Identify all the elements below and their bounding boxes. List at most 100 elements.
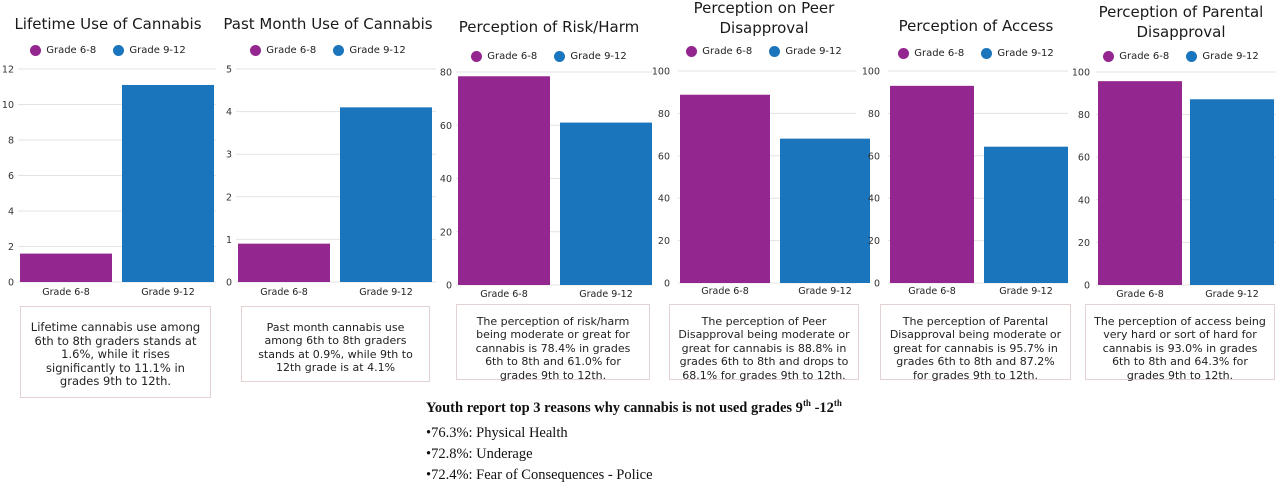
legend-swatch-grade-6-8 (250, 45, 262, 56)
legend-label: Grade 9-12 (785, 46, 842, 57)
legend-item-grade-6-8: Grade 6-8 (686, 46, 752, 57)
chart-plot: 0 20 40 60 80 100 Grade 6-8 Grade 9-12 (1072, 68, 1276, 300)
x-category-label: Grade 6-8 (908, 286, 956, 297)
chart-title: Perception on Peer Disapproval (693, 0, 835, 37)
bar-grade-6-8 (1098, 81, 1182, 285)
chart-panel-peer-disapproval: Perception on Peer Disapproval Grade 6-8… (652, 0, 870, 300)
legend-swatch-grade-9-12 (981, 48, 993, 59)
y-tick-label: 0 (446, 281, 452, 292)
chart-panel-lifetime-use: Lifetime Use of Cannabis Grade 6-8 Grade… (0, 0, 216, 300)
legend-swatch-grade-6-8 (898, 48, 910, 59)
y-tick-label: 0 (1084, 281, 1090, 292)
bar-grade-9-12 (340, 107, 432, 282)
bar-grade-9-12 (780, 138, 870, 283)
bar-grade-9-12 (1190, 99, 1274, 285)
legend-item-grade-6-8: Grade 6-8 (1103, 51, 1169, 62)
y-tick-label: 0 (226, 278, 232, 289)
bar-grade-9-12 (560, 122, 652, 286)
y-tick-label: 40 (440, 174, 452, 185)
chart-plot: 0 20 40 60 80 100 Grade 6-8 Grade 9-12 (862, 67, 1068, 297)
x-category-label: Grade 9-12 (141, 287, 195, 298)
y-tick-label: 80 (1078, 110, 1090, 121)
y-tick-label: 100 (862, 67, 880, 78)
chart-description-lifetime-use: Lifetime cannabis use among 6th to 8th g… (20, 306, 211, 398)
y-tick-label: 0 (874, 279, 880, 290)
legend-item-grade-9-12: Grade 9-12 (333, 45, 406, 56)
chart-panel-risk-harm: Perception of Risk/Harm Grade 6-8 Grade … (440, 0, 658, 300)
legend-label: Grade 9-12 (997, 48, 1054, 59)
legend-swatch-grade-9-12 (113, 45, 125, 56)
y-tick-label: 60 (658, 151, 670, 162)
reason-item: •72.8%: Underage (426, 445, 533, 462)
heading-superscript: th (833, 398, 842, 408)
legend-item-grade-9-12: Grade 9-12 (554, 51, 627, 62)
bar-grade-6-8 (238, 243, 330, 282)
legend-swatch-grade-9-12 (1186, 51, 1198, 62)
legend-label: Grade 6-8 (914, 48, 965, 59)
y-tick-label: 12 (2, 65, 14, 76)
chart-title: Lifetime Use of Cannabis (14, 15, 202, 33)
y-tick-label: 1 (226, 235, 232, 246)
y-tick-label: 4 (226, 107, 232, 118)
x-category-label: Grade 6-8 (42, 287, 90, 298)
heading-text: Youth report top 3 reasons why cannabis … (426, 399, 803, 416)
legend-item-grade-6-8: Grade 6-8 (898, 48, 964, 59)
legend-label: Grade 9-12 (1202, 51, 1259, 62)
chart-legend: Grade 6-8 Grade 9-12 (1082, 51, 1280, 65)
chart-plot: 0 1 2 3 4 5 Grade 6-8 Grade 9-12 (226, 65, 436, 298)
bar-grade-9-12 (122, 84, 214, 282)
y-tick-label: 20 (1078, 238, 1090, 249)
legend-label: Grade 9-12 (129, 45, 186, 56)
chart-panel-parental-disapproval: Perception of Parental Disapproval Grade… (1072, 0, 1280, 300)
y-tick-label: 80 (658, 109, 670, 120)
legend-item-grade-9-12: Grade 9-12 (769, 46, 842, 57)
chart-plot: 0 20 40 60 80 100 Grade 6-8 Grade 9-12 (652, 67, 870, 297)
chart-legend: Grade 6-8 Grade 9-12 (440, 51, 658, 65)
x-category-label: Grade 9-12 (579, 289, 633, 300)
chart-legend: Grade 6-8 Grade 9-12 (870, 48, 1082, 62)
chart-legend: Grade 6-8 Grade 9-12 (0, 45, 216, 59)
x-category-label: Grade 9-12 (798, 286, 852, 297)
y-tick-label: 40 (868, 194, 880, 205)
heading-text: -12 (810, 399, 834, 416)
reasons-block: Youth report top 3 reasons why cannabis … (426, 398, 842, 486)
chart-title: Perception of Access (898, 17, 1054, 35)
chart-title: Perception of Parental Disapproval (1098, 3, 1264, 41)
y-tick-label: 40 (1078, 195, 1090, 206)
y-tick-label: 60 (1078, 153, 1090, 164)
x-category-label: Grade 9-12 (999, 286, 1053, 297)
y-tick-label: 100 (652, 67, 670, 78)
legend-swatch-grade-9-12 (769, 46, 781, 57)
bar-grade-6-8 (458, 76, 550, 285)
chart-description-past-month-use: Past month cannabis use among 6th to 8th… (241, 306, 430, 382)
y-tick-label: 80 (868, 109, 880, 120)
chart-title: Past Month Use of Cannabis (223, 15, 433, 33)
legend-swatch-grade-6-8 (471, 51, 483, 62)
legend-label: Grade 6-8 (487, 51, 538, 62)
y-tick-label: 8 (8, 136, 14, 147)
y-tick-label: 100 (1072, 68, 1090, 79)
x-category-label: Grade 9-12 (359, 287, 413, 298)
bar-grade-6-8 (20, 253, 112, 282)
legend-item-grade-6-8: Grade 6-8 (250, 45, 316, 56)
chart-description-risk-harm: The perception of risk/harm being modera… (456, 304, 650, 382)
y-tick-label: 4 (8, 207, 14, 218)
bar-grade-6-8 (890, 85, 974, 283)
chart-plot: 0 2 4 6 8 10 12 Grade 6-8 Grade 9-12 (2, 65, 216, 298)
x-category-label: Grade 6-8 (701, 286, 749, 297)
y-tick-label: 80 (440, 68, 452, 79)
y-tick-label: 20 (868, 236, 880, 247)
x-category-label: Grade 6-8 (480, 289, 528, 300)
x-category-label: Grade 6-8 (260, 287, 308, 298)
chart-panel-past-month-use: Past Month Use of Cannabis Grade 6-8 Gra… (220, 0, 436, 300)
legend-label: Grade 9-12 (349, 45, 406, 56)
y-tick-label: 0 (664, 279, 670, 290)
y-tick-label: 20 (440, 227, 452, 238)
chart-description-access: The perception of Parental Disapproval b… (880, 304, 1071, 382)
y-tick-label: 5 (226, 65, 232, 76)
y-tick-label: 40 (658, 194, 670, 205)
y-tick-label: 2 (226, 192, 232, 203)
y-tick-label: 10 (2, 100, 14, 111)
y-tick-label: 60 (440, 121, 452, 132)
x-category-label: Grade 6-8 (1116, 289, 1164, 300)
